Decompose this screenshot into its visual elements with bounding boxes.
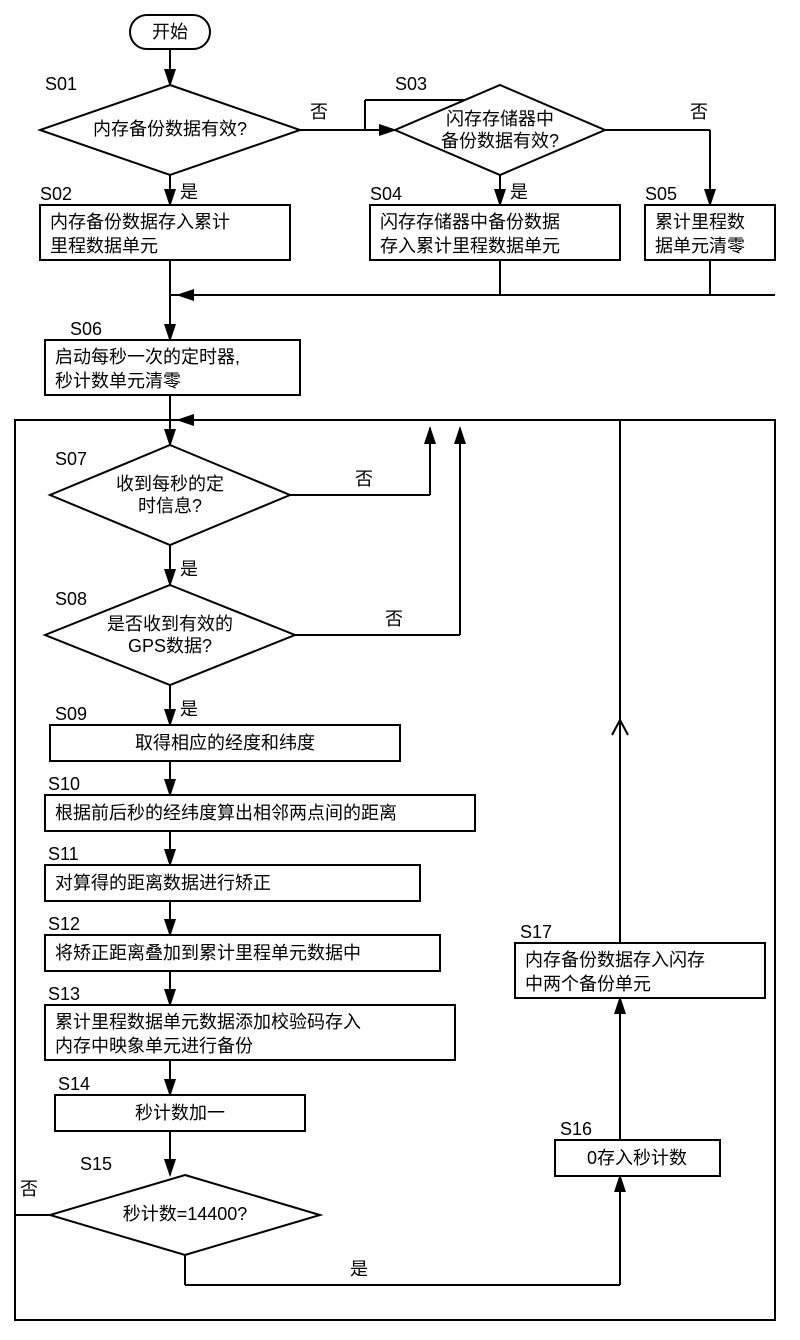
s16-text: 0存入秒计数 xyxy=(587,1148,687,1168)
s06-text1: 启动每秒一次的定时器, xyxy=(55,347,240,367)
s03-decision: S03 闪存存储器中 备份数据有效? xyxy=(395,74,605,175)
s07-id: S07 xyxy=(55,449,87,469)
s15-id: S15 xyxy=(80,1154,112,1174)
s17-text1: 内存备份数据存入闪存 xyxy=(525,950,705,970)
s11-id: S11 xyxy=(48,844,79,864)
s13-id: S13 xyxy=(48,984,80,1004)
s04-text1: 闪存存储器中备份数据 xyxy=(380,212,560,232)
s12-process: S12 将矫正距离叠加到累计里程单元数据中 xyxy=(45,914,440,971)
s03-id: S03 xyxy=(395,74,427,94)
s12-id: S12 xyxy=(48,914,80,934)
s15-no-label: 否 xyxy=(20,1179,38,1199)
s04-process: S04 闪存存储器中备份数据 存入累计里程数据单元 xyxy=(370,184,620,260)
s11-text: 对算得的距离数据进行矫正 xyxy=(55,873,271,893)
s04-text2: 存入累计里程数据单元 xyxy=(380,236,560,256)
s06-text2: 秒计数单元清零 xyxy=(55,371,181,391)
s03-text1: 闪存存储器中 xyxy=(446,109,554,129)
s05-text2: 据单元清零 xyxy=(655,236,745,256)
start-label: 开始 xyxy=(152,22,188,42)
s14-process: S14 秒计数加一 xyxy=(55,1074,305,1131)
s02-id: S02 xyxy=(40,184,72,204)
s09-text: 取得相应的经度和纬度 xyxy=(135,733,315,753)
s15-yes-label: 是 xyxy=(350,1259,368,1279)
s08-id: S08 xyxy=(55,589,87,609)
s10-process: S10 根据前后秒的经纬度算出相邻两点间的距离 xyxy=(45,774,475,831)
s13-text1: 累计里程数据单元数据添加校验码存入 xyxy=(55,1012,361,1032)
s14-text: 秒计数加一 xyxy=(135,1103,225,1123)
s04-id: S04 xyxy=(370,184,402,204)
s07-text2: 时信息? xyxy=(138,496,202,516)
s15-decision: S15 秒计数=14400? xyxy=(50,1154,320,1255)
s12-text: 将矫正距离叠加到累计里程单元数据中 xyxy=(55,943,361,963)
s02-text2: 里程数据单元 xyxy=(50,236,158,256)
s08-yes-label: 是 xyxy=(180,699,198,719)
s07-no-label: 否 xyxy=(355,469,373,489)
s13-process: S13 累计里程数据单元数据添加校验码存入 内存中映象单元进行备份 xyxy=(45,984,455,1060)
s17-text2: 中两个备份单元 xyxy=(525,974,651,994)
s16-process: S16 0存入秒计数 xyxy=(555,1119,720,1176)
s01-no-label: 否 xyxy=(310,102,328,122)
s08-text2: GPS数据? xyxy=(128,636,212,656)
s02-text1: 内存备份数据存入累计 xyxy=(50,212,230,232)
s15-text: 秒计数=14400? xyxy=(123,1204,248,1224)
s03-yes-label: 是 xyxy=(510,182,528,202)
s14-id: S14 xyxy=(58,1074,90,1094)
s17-id: S17 xyxy=(520,922,552,942)
s07-decision: S07 收到每秒的定 时信息? xyxy=(50,445,290,545)
s03-text2: 备份数据有效? xyxy=(441,131,559,151)
s10-id: S10 xyxy=(48,774,80,794)
s11-process: S11 对算得的距离数据进行矫正 xyxy=(45,844,420,901)
s01-yes-label: 是 xyxy=(180,182,198,202)
s08-no-label: 否 xyxy=(385,609,403,629)
s02-process: S02 内存备份数据存入累计 里程数据单元 xyxy=(40,184,290,260)
s06-id: S06 xyxy=(70,319,102,339)
s03-no-label: 否 xyxy=(690,102,708,122)
s05-id: S05 xyxy=(645,184,677,204)
s10-text: 根据前后秒的经纬度算出相邻两点间的距离 xyxy=(55,803,397,823)
flowchart-diagram: 开始 S01 内存备份数据有效? 否 是 S02 内存备份数据存入累计 里程数据… xyxy=(0,0,800,1340)
s13-text2: 内存中映象单元进行备份 xyxy=(55,1036,253,1056)
s07-text1: 收到每秒的定 xyxy=(116,474,224,494)
s08-decision: S08 是否收到有效的 GPS数据? xyxy=(45,585,295,685)
s17-process: S17 内存备份数据存入闪存 中两个备份单元 xyxy=(515,922,765,998)
s09-id: S09 xyxy=(55,704,87,724)
s09-process: S09 取得相应的经度和纬度 xyxy=(50,704,400,761)
s01-id: S01 xyxy=(45,74,77,94)
s01-text: 内存备份数据有效? xyxy=(93,119,247,139)
s16-id: S16 xyxy=(560,1119,592,1139)
s01-decision: S01 内存备份数据有效? xyxy=(40,74,300,175)
s07-yes-label: 是 xyxy=(180,559,198,579)
s05-text1: 累计里程数 xyxy=(655,212,745,232)
s06-process: S06 启动每秒一次的定时器, 秒计数单元清零 xyxy=(45,319,300,395)
s08-text1: 是否收到有效的 xyxy=(107,614,233,634)
start-node: 开始 xyxy=(130,15,210,49)
